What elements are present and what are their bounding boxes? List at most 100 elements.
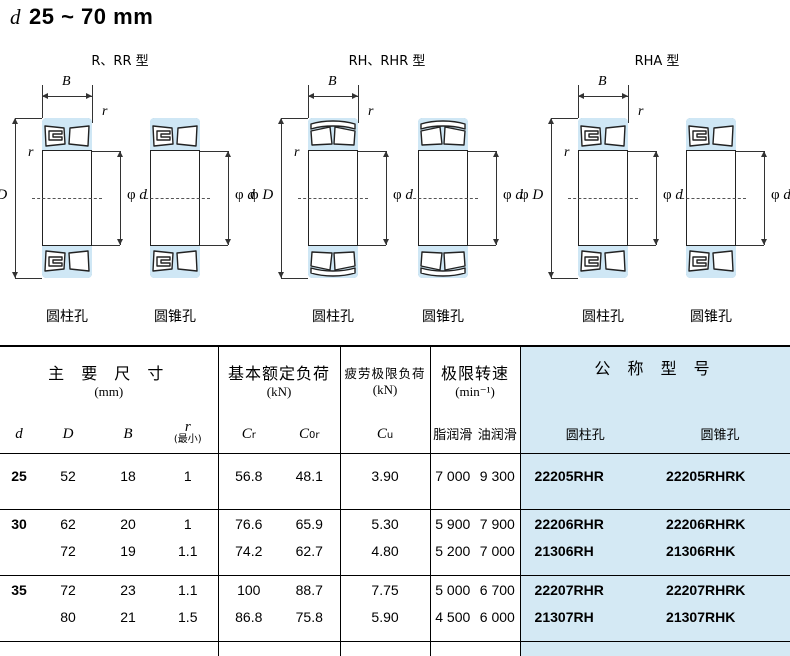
partial-row-cell [98,642,158,656]
cell-model-cylindrical: 22207RHR [520,576,650,604]
bearing-lower-roller-set [578,245,628,278]
spacer-cell [279,630,340,642]
cell-oil: 6 000 [475,603,520,630]
cell-D: 72 [38,537,98,564]
phid-inner-ext-bottom [468,245,496,246]
phi-D-label: φ D [520,187,543,204]
table-subheader-col-B: B [98,413,158,454]
phid-inner-line [228,151,229,245]
spacer-cell [218,630,279,642]
table-subheader-col-r: r(最小) [158,413,218,454]
diagram-group-title: RH、RHR 型 [297,50,477,70]
bearing-lower-roller-set [418,245,468,278]
partial-row-cell [430,642,475,656]
phi-D-label: φ D [0,187,7,204]
bearing-lower-roller-set [42,245,92,278]
b-label: B [328,74,337,90]
spacer-cell [340,630,430,642]
row-group-spacer [0,498,790,510]
b-label: B [598,74,607,90]
cell-Cu: 4.80 [340,537,430,564]
cell-r: 1.1 [158,576,218,604]
b-extension-right [92,85,93,123]
cell-Cr: 76.6 [218,510,279,538]
cell-grease: 5 000 [430,576,475,604]
cell-r: 1 [158,510,218,538]
cell-r: 1 [158,454,218,499]
cell-model-cylindrical: 21307RH [520,603,650,630]
phid-ext-bottom [551,278,578,279]
cell-grease: 5 200 [430,537,475,564]
partial-row-cell [158,642,218,656]
cell-B: 18 [98,454,158,499]
phi-d-label: φ d [663,187,683,204]
cell-B: 23 [98,576,158,604]
cell-Cu: 5.90 [340,603,430,630]
cell-oil: 6 700 [475,576,520,604]
cell-model-cylindrical: 22205RHR [520,454,650,499]
b-arrow-left [578,93,584,99]
table-header-group-4: 公 称 型 号 [520,346,790,413]
cell-C0r: 75.8 [279,603,340,630]
spacer-cell [0,630,38,642]
spacer-cell [158,498,218,510]
spacer-cell [340,498,430,510]
spacer-cell [218,498,279,510]
bearing-upper-roller-set [150,118,200,151]
b-arrow-right [622,93,628,99]
spacer-cell [38,630,98,642]
spacer-cell [475,564,520,576]
table-subheader-col-d: d [0,413,38,454]
b-arrow-left [308,93,314,99]
cell-D: 80 [38,603,98,630]
r-label-left: r [294,145,299,161]
phid-inner-ext-top [628,151,656,152]
cell-B: 21 [98,603,158,630]
phid-ext-top [281,118,308,119]
b-extension-left [308,85,309,118]
r-label-top: r [368,104,373,120]
spacer-cell [98,498,158,510]
spacer-cell [158,630,218,642]
spacer-cell [430,630,475,642]
cell-d: 25 [0,454,38,499]
cell-model-tapered: 21306RHK [650,537,790,564]
b-extension-right [628,85,629,123]
spacer-cell [340,564,430,576]
partial-row-cell [38,642,98,656]
cell-grease: 5 900 [430,510,475,538]
bore-caption: 圆柱孔 [543,306,663,326]
page-title-symbol: d [10,5,21,29]
cell-D: 72 [38,576,98,604]
table-subheader-col-model-cyl: 圆柱孔 [520,413,650,454]
phid-inner-line [120,151,121,245]
phid-inner-ext-bottom [92,245,120,246]
spacer-cell [0,564,38,576]
spacer-cell [38,498,98,510]
bore-caption: 圆锥孔 [651,306,771,326]
bearing-centre-line [140,198,210,199]
spacer-cell [98,564,158,576]
spacer-cell [650,564,790,576]
phid-inner-line [764,151,765,245]
bearing-lower-roller-set [308,245,358,278]
cell-d [0,603,38,630]
cell-B: 19 [98,537,158,564]
cell-Cr: 56.8 [218,454,279,499]
phid-ext-top [551,118,578,119]
spacer-cell [430,564,475,576]
partial-row-cell [0,642,38,656]
spacer-cell [520,498,650,510]
spacer-cell [475,498,520,510]
phid-inner-ext-top [468,151,496,152]
phid-inner-ext-top [358,151,386,152]
spacer-cell [650,498,790,510]
phid-inner-ext-bottom [736,245,764,246]
cell-model-tapered: 22205RHRK [650,454,790,499]
bore-caption: 圆柱孔 [7,306,127,326]
cell-Cu: 5.30 [340,510,430,538]
